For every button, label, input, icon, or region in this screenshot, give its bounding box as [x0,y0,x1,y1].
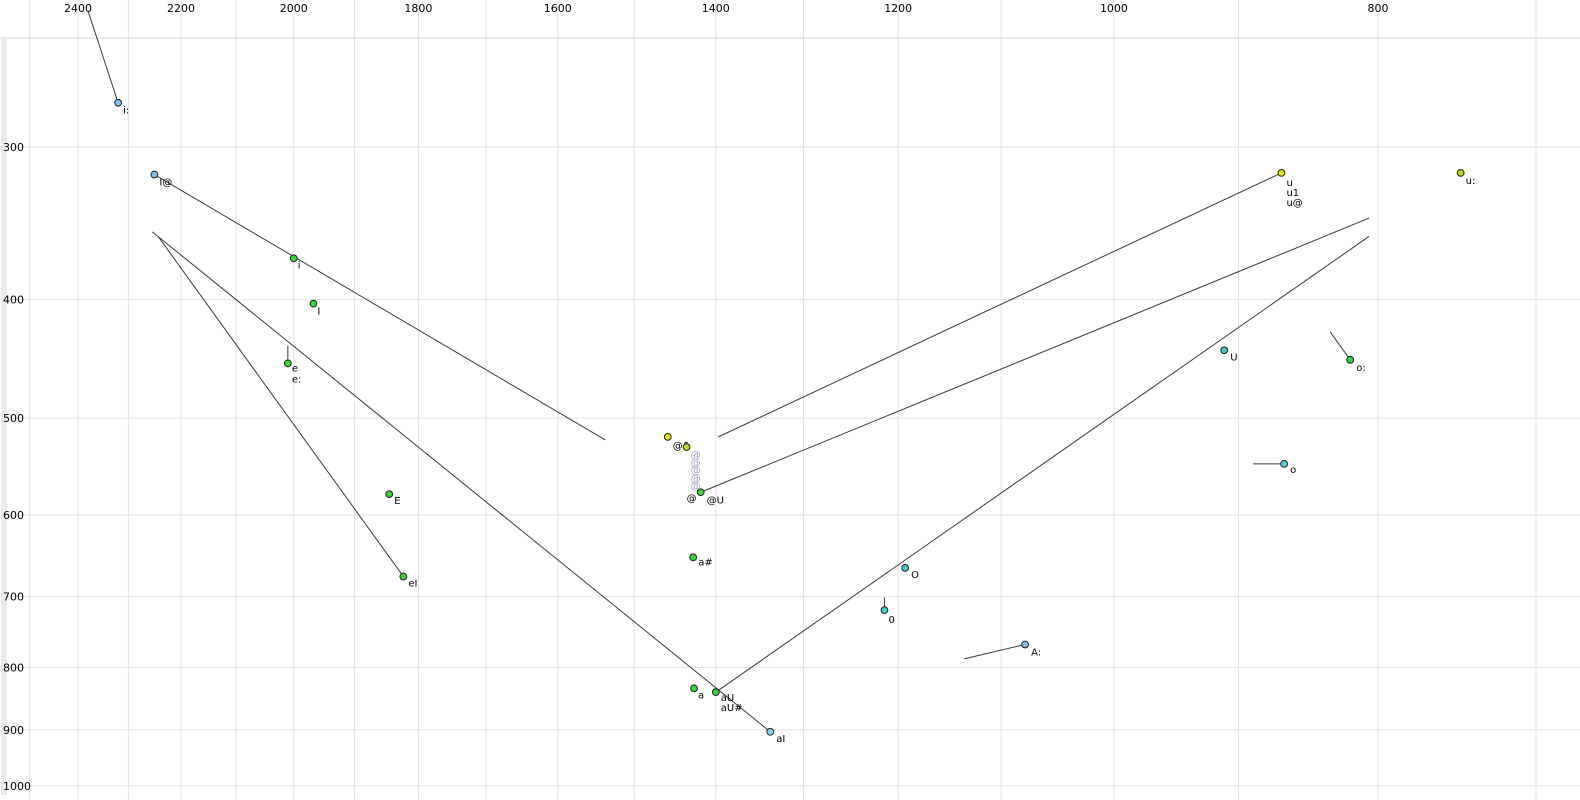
vowel-point-e[interactable] [283,359,292,368]
vowel-label-I: I [317,307,320,318]
y-axis-tick-label: 600 [3,509,24,522]
vowel-point-aU[interactable] [711,688,720,697]
vowel-label-A-long: A: [1031,647,1041,658]
vowel-label-schwa-U: @ [687,493,697,504]
vowel-point-o[interactable] [1280,459,1289,468]
y-axis-tick-label: 700 [3,591,24,604]
vowel-label-eI: eI [408,579,417,590]
vowel-point-schwa-amp[interactable] [663,432,672,441]
vowel-label-o: o [1290,465,1296,476]
vowel-label-u-long: u: [1466,176,1476,187]
vowel-label-u: u@ [1286,198,1302,209]
vowel-point-schwa-mid[interactable] [682,443,691,451]
vowel-label-u: u1 [1286,188,1299,199]
vowel-point-schwa-U[interactable] [696,488,705,497]
vowel-label-e: e: [292,374,302,385]
vowel-label-aI: aI [776,734,785,745]
vowel-point-A-long[interactable] [1021,640,1029,649]
y-axis-tick-label: 1000 [3,780,31,793]
x-axis-tick-label: 2000 [280,2,308,15]
vowel-label-U: U [1230,352,1237,363]
vowel-label-O: O [911,570,919,581]
trajectory-line-schwa-U [700,217,1370,493]
x-axis-tick-label: 1800 [404,2,432,15]
vowel-label-a-hash: a# [698,557,713,568]
vowel-point-aI[interactable] [766,727,775,736]
vowel-label-o-long: o: [1356,363,1366,374]
vowel-point-i[interactable] [289,254,298,263]
left-edge-strip [1,38,7,795]
trajectory-line-o-long-tail [1329,331,1351,361]
vowel-label-schwa-U: @U [707,495,724,506]
trajectory-line-I-schwa [154,174,606,441]
vowel-label-i: i [298,260,301,271]
vowel-label-E: E [394,496,400,507]
x-axis-tick-label: 1400 [702,2,730,15]
x-axis-tick-label: 1600 [544,2,572,15]
vowel-point-a-hash[interactable] [689,553,698,562]
y-axis-tick-label: 400 [3,294,24,307]
overlap-at-glyph: @ [691,482,701,493]
y-axis-tick-label: 500 [3,412,24,425]
y-axis-tick-label: 900 [3,724,24,737]
vowel-point-O[interactable] [901,563,910,572]
vowel-point-U[interactable] [1220,346,1229,355]
vowel-point-u-long[interactable] [1456,168,1465,177]
y-axis-tick-label: 800 [3,662,24,675]
x-axis-tick-label: 2400 [64,2,92,15]
overlap-at-glyph: @ [691,474,701,485]
trajectory-line-aI [151,231,771,733]
trajectory-line-A-long-tail [963,643,1026,660]
vowel-point-a[interactable] [690,684,698,693]
trajectory-line-u-schwa [718,172,1282,438]
vowel-point-I-schwa[interactable] [150,170,159,179]
x-axis-tick-label: 1200 [884,2,912,15]
vowel-point-o-long[interactable] [1346,355,1355,364]
vowel-label-i-long: i: [123,106,129,117]
vowel-label-aU: aU [721,693,734,704]
vowel-label-u: u [1286,178,1292,189]
trajectory-line-aU [715,235,1370,693]
y-axis-tick-label: 300 [3,141,24,154]
overlap-at-glyph: @ [691,466,701,477]
x-axis-tick-label: 2200 [167,2,195,15]
vowel-point-eI[interactable] [399,572,408,581]
vowel-label-a: a [698,690,704,701]
x-axis-tick-label: 800 [1367,2,1388,15]
vowel-point-u[interactable] [1277,168,1286,177]
vowel-point-i-long[interactable] [114,98,123,107]
vowel-label-zero: 0 [888,615,894,626]
x-axis-tick-label: 1000 [1100,2,1128,15]
trajectory-line-eI [157,236,404,577]
overlap-at-glyph: @ [691,450,701,461]
vowel-label-schwa-amp: @& [673,441,691,452]
vowel-label-e: e [292,363,298,374]
vowel-point-zero[interactable] [880,606,889,615]
overlap-at-glyph: @ [691,458,701,469]
vowel-point-E[interactable] [385,490,394,499]
vowel-label-aU: aU# [721,703,743,714]
vowel-label-I-schwa: I@ [159,178,172,189]
vowel-point-I[interactable] [309,299,318,308]
trajectory-line-i-long-tail [87,10,119,103]
